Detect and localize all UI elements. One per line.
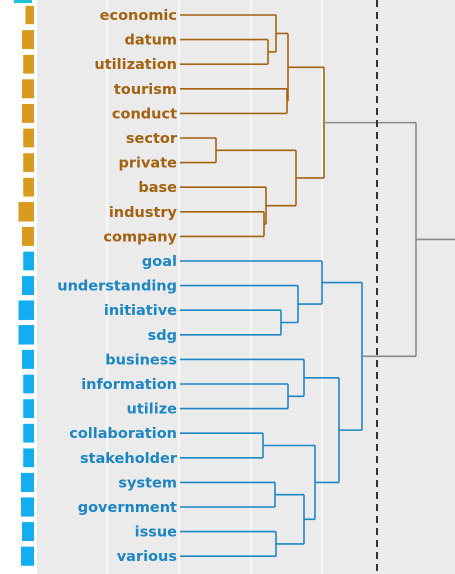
leaf-label-utilization: utilization xyxy=(94,57,177,73)
leaf-label-issue: issue xyxy=(135,525,178,541)
frequency-bar-conduct xyxy=(22,103,34,123)
leaf-label-conduct: conduct xyxy=(112,106,177,122)
frequency-bar-goal xyxy=(23,251,34,271)
leaf-label-information: information xyxy=(81,377,177,393)
frequency-bar-system xyxy=(21,472,34,492)
leaf-label-initiative: initiative xyxy=(104,303,177,319)
frequency-bar-issue xyxy=(22,522,34,542)
frequency-bar-sector xyxy=(23,128,34,148)
frequency-bar-government xyxy=(21,497,34,517)
frequency-bar-industry xyxy=(18,202,34,222)
frequency-bar-various xyxy=(21,546,34,566)
frequency-bar-initiative xyxy=(18,300,34,320)
frequency-bar-utilization xyxy=(23,54,34,74)
leaf-label-economic: economic xyxy=(100,8,177,24)
leaf-label-stakeholder: stakeholder xyxy=(80,451,178,467)
frequency-bar-sdg xyxy=(18,325,34,345)
leaf-label-business: business xyxy=(105,352,177,368)
frequency-bar-collaboration xyxy=(23,423,34,443)
leaf-label-datum: datum xyxy=(124,33,177,49)
frequency-bar-business xyxy=(22,349,34,369)
frequency-bar-company xyxy=(22,226,34,246)
frequency-bar-private xyxy=(23,153,34,172)
leaf-label-government: government xyxy=(78,500,177,516)
frequency-bar-tourism xyxy=(22,79,34,99)
leaf-label-sdg: sdg xyxy=(148,328,177,344)
leaf-label-understanding: understanding xyxy=(57,279,177,295)
frequency-bar-datum xyxy=(22,30,34,50)
top-edge-bar xyxy=(14,0,32,3)
frequency-bar-base xyxy=(23,177,34,197)
leaf-label-base: base xyxy=(138,180,177,196)
leaf-label-private: private xyxy=(118,156,177,172)
frequency-bar-stakeholder xyxy=(23,448,34,468)
leaf-label-utilize: utilize xyxy=(127,402,178,418)
frequency-bar-utilize xyxy=(23,399,34,418)
frequency-bar-economic xyxy=(25,5,34,25)
leaf-label-various: various xyxy=(117,549,177,565)
frequency-bar-understanding xyxy=(22,276,34,296)
leaf-label-system: system xyxy=(118,475,177,491)
leaf-label-company: company xyxy=(103,229,177,245)
leaf-label-industry: industry xyxy=(109,205,178,221)
leaf-label-sector: sector xyxy=(126,131,178,147)
frequency-bar-information xyxy=(23,374,34,394)
leaf-label-tourism: tourism xyxy=(114,82,177,98)
leaf-label-collaboration: collaboration xyxy=(69,426,177,442)
leaf-label-goal: goal xyxy=(142,254,177,270)
